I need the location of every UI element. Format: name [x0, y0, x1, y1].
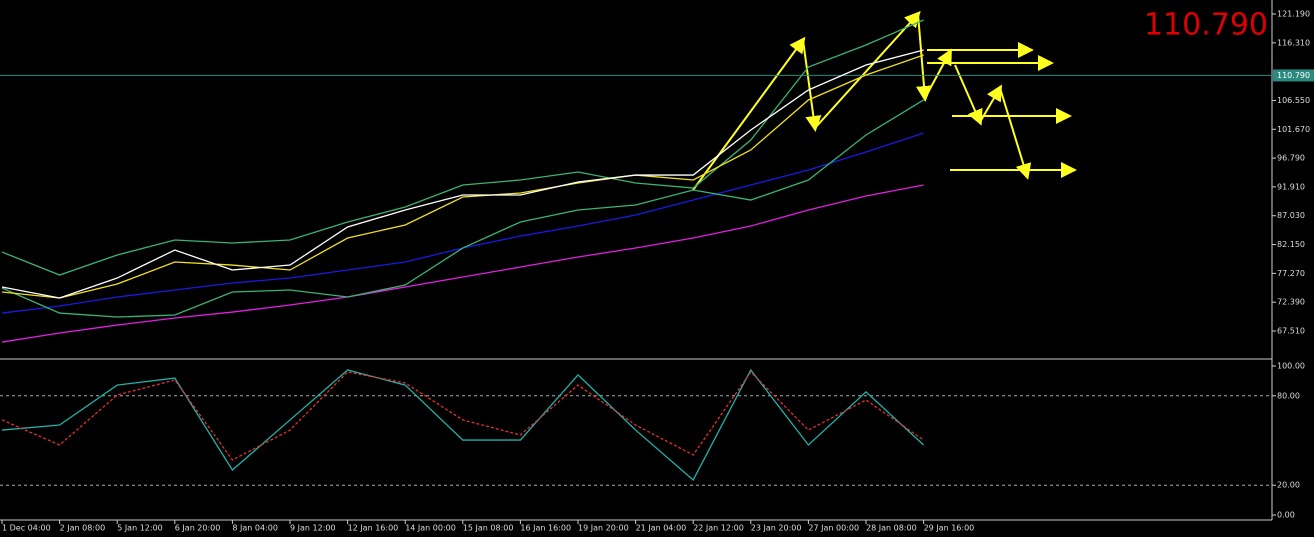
- y-tick-label: 0.00: [1277, 510, 1295, 519]
- current-price: 110.790: [1144, 8, 1268, 43]
- x-tick-label: 8 Jan 04:00: [232, 524, 278, 533]
- price-tag: [1273, 69, 1314, 82]
- x-tick-label: 22 Jan 12:00: [693, 524, 744, 533]
- y-tick-label: 67.510: [1277, 327, 1305, 336]
- x-tick-label: 21 Jan 04:00: [636, 524, 687, 533]
- series-line: [1, 99, 924, 318]
- y-tick-label: 87.030: [1277, 211, 1305, 220]
- y-tick-label: 72.390: [1277, 298, 1305, 307]
- x-tick-label: 9 Jan 12:00: [290, 524, 336, 533]
- x-tick-label: 27 Jan 00:00: [808, 524, 859, 533]
- x-tick-label: 6 Jan 20:00: [175, 524, 221, 533]
- y-tick-label: 77.270: [1277, 269, 1305, 278]
- x-tick-label: 5 Jan 12:00: [117, 524, 163, 533]
- y-tick-label: 91.910: [1277, 182, 1305, 191]
- series-line: [1, 368, 925, 482]
- series-line: [1, 184, 924, 343]
- y-tick-label: 106.550: [1277, 96, 1310, 105]
- x-tick-label: 2 Jan 08:00: [60, 524, 106, 533]
- series-line: [1, 49, 924, 299]
- y-tick-label: 20.00: [1277, 481, 1300, 490]
- series-line: [1, 370, 924, 461]
- x-tick-label: 1 Dec 04:00: [2, 524, 51, 533]
- series-line: [1, 54, 924, 299]
- y-tick-label: 121.190: [1277, 9, 1310, 18]
- y-tick-label: 80.00: [1277, 391, 1300, 400]
- x-tick-label: 28 Jan 08:00: [866, 524, 917, 533]
- x-tick-label: 23 Jan 20:00: [751, 524, 802, 533]
- x-tick-label: 16 Jan 16:00: [520, 524, 571, 533]
- y-tick-label: 96.790: [1277, 154, 1305, 163]
- x-tick-label: 14 Jan 00:00: [405, 524, 456, 533]
- x-tick-label: 29 Jan 16:00: [924, 524, 975, 533]
- x-tick-label: 15 Jan 08:00: [463, 524, 514, 533]
- price-tag-label: 110.790: [1277, 71, 1310, 80]
- series-line: [1, 19, 924, 276]
- y-tick-label: 82.150: [1277, 240, 1305, 249]
- x-tick-label: 12 Jan 16:00: [348, 524, 399, 533]
- y-tick-label: 116.310: [1277, 38, 1310, 47]
- annotation-arrows: [692, 11, 1077, 191]
- x-tick-label: 19 Jan 20:00: [578, 524, 629, 533]
- y-tick-label: 101.670: [1277, 125, 1310, 134]
- y-tick-label: 100.00: [1277, 362, 1305, 371]
